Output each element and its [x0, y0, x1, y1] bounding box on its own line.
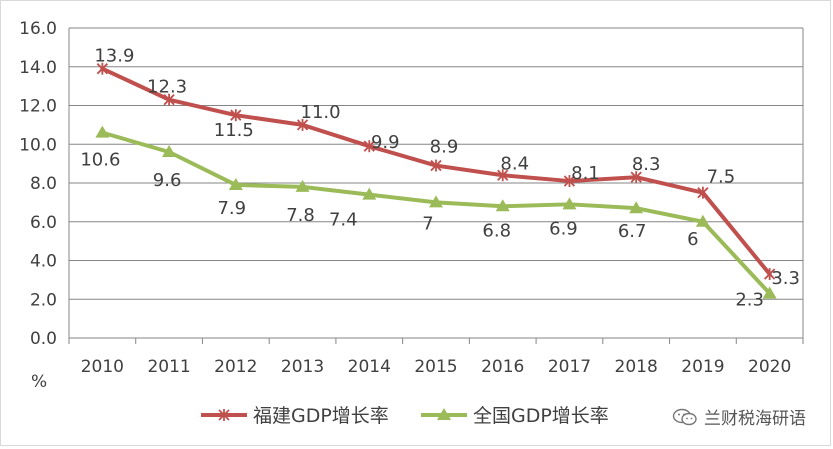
data-label: 8.9 [430, 137, 459, 158]
series-marker [296, 118, 309, 131]
y-tick-label: 16.0 [19, 19, 57, 39]
watermark-text: 兰财税海研语 [704, 409, 806, 429]
data-label: 9.6 [153, 170, 182, 191]
y-tick-label: 8.0 [30, 174, 57, 194]
series-marker [629, 201, 644, 214]
x-tick-label: 2019 [681, 357, 724, 377]
series-marker [495, 199, 510, 212]
series-marker [497, 169, 509, 182]
data-label: 8.1 [571, 163, 600, 184]
data-label: 6.9 [549, 218, 578, 239]
data-label: 6 [687, 229, 698, 250]
data-label: 7 [422, 213, 433, 234]
x-tick-label: 2015 [414, 357, 457, 377]
data-label: 7.9 [217, 198, 246, 219]
series-marker [430, 159, 442, 172]
x-tick-label: 2012 [214, 357, 257, 377]
x-tick-label: 2020 [748, 357, 791, 377]
series-marker [228, 177, 243, 190]
x-tick-label: 2014 [348, 357, 391, 377]
series-marker [697, 186, 709, 199]
data-label: 8.4 [500, 153, 529, 174]
y-axis-unit-label: % [31, 372, 47, 392]
data-label: 8.3 [632, 154, 661, 175]
watermark: 兰财税海研语 [672, 404, 806, 429]
data-label: 13.9 [94, 46, 134, 67]
series-marker [695, 214, 710, 227]
series-marker [96, 62, 109, 75]
legend-label: 福建GDP增长率 [253, 405, 389, 427]
series-marker [562, 197, 577, 210]
y-tick-label: 0.0 [30, 329, 57, 349]
y-tick-label: 2.0 [30, 290, 57, 310]
data-label: 10.6 [80, 150, 120, 171]
y-tick-label: 14.0 [19, 58, 57, 78]
y-tick-label: 4.0 [30, 252, 57, 272]
x-tick-label: 2018 [615, 357, 658, 377]
series-marker [163, 93, 175, 106]
series-marker [763, 268, 776, 281]
data-label: 11.5 [214, 120, 254, 141]
x-tick-label: 2016 [481, 357, 524, 377]
series-marker [362, 187, 377, 200]
legend-item: 全国GDP增长率 [421, 405, 609, 427]
series-marker [295, 179, 310, 192]
y-tick-label: 10.0 [19, 135, 57, 155]
data-label: 7.4 [329, 210, 358, 231]
x-tick-label: 2010 [81, 357, 124, 377]
data-label: 2.3 [735, 289, 764, 310]
x-tick-label: 2017 [548, 357, 591, 377]
y-tick-label: 6.0 [30, 213, 57, 233]
data-label: 7.8 [286, 205, 315, 226]
series-marker [363, 140, 375, 153]
series-marker [230, 109, 242, 122]
x-tick-label: 2011 [147, 357, 190, 377]
data-label: 6.8 [482, 220, 511, 241]
data-label: 11.0 [301, 102, 341, 123]
data-label: 7.5 [707, 167, 736, 188]
series-marker [95, 125, 110, 138]
data-label: 9.9 [371, 132, 400, 153]
series-marker [429, 195, 443, 208]
legend-label: 全国GDP增长率 [473, 405, 609, 427]
data-label: 3.3 [771, 268, 800, 289]
data-label: 6.7 [618, 221, 647, 242]
data-label: 12.3 [147, 77, 187, 98]
x-tick-label: 2013 [281, 357, 324, 377]
wechat-icon [672, 408, 697, 425]
series-marker [563, 175, 576, 188]
series-marker [162, 145, 177, 157]
series-marker [762, 286, 777, 299]
legend-item: 福建GDP增长率 [201, 405, 389, 427]
series-marker [630, 171, 642, 184]
y-tick-label: 12.0 [19, 97, 57, 117]
